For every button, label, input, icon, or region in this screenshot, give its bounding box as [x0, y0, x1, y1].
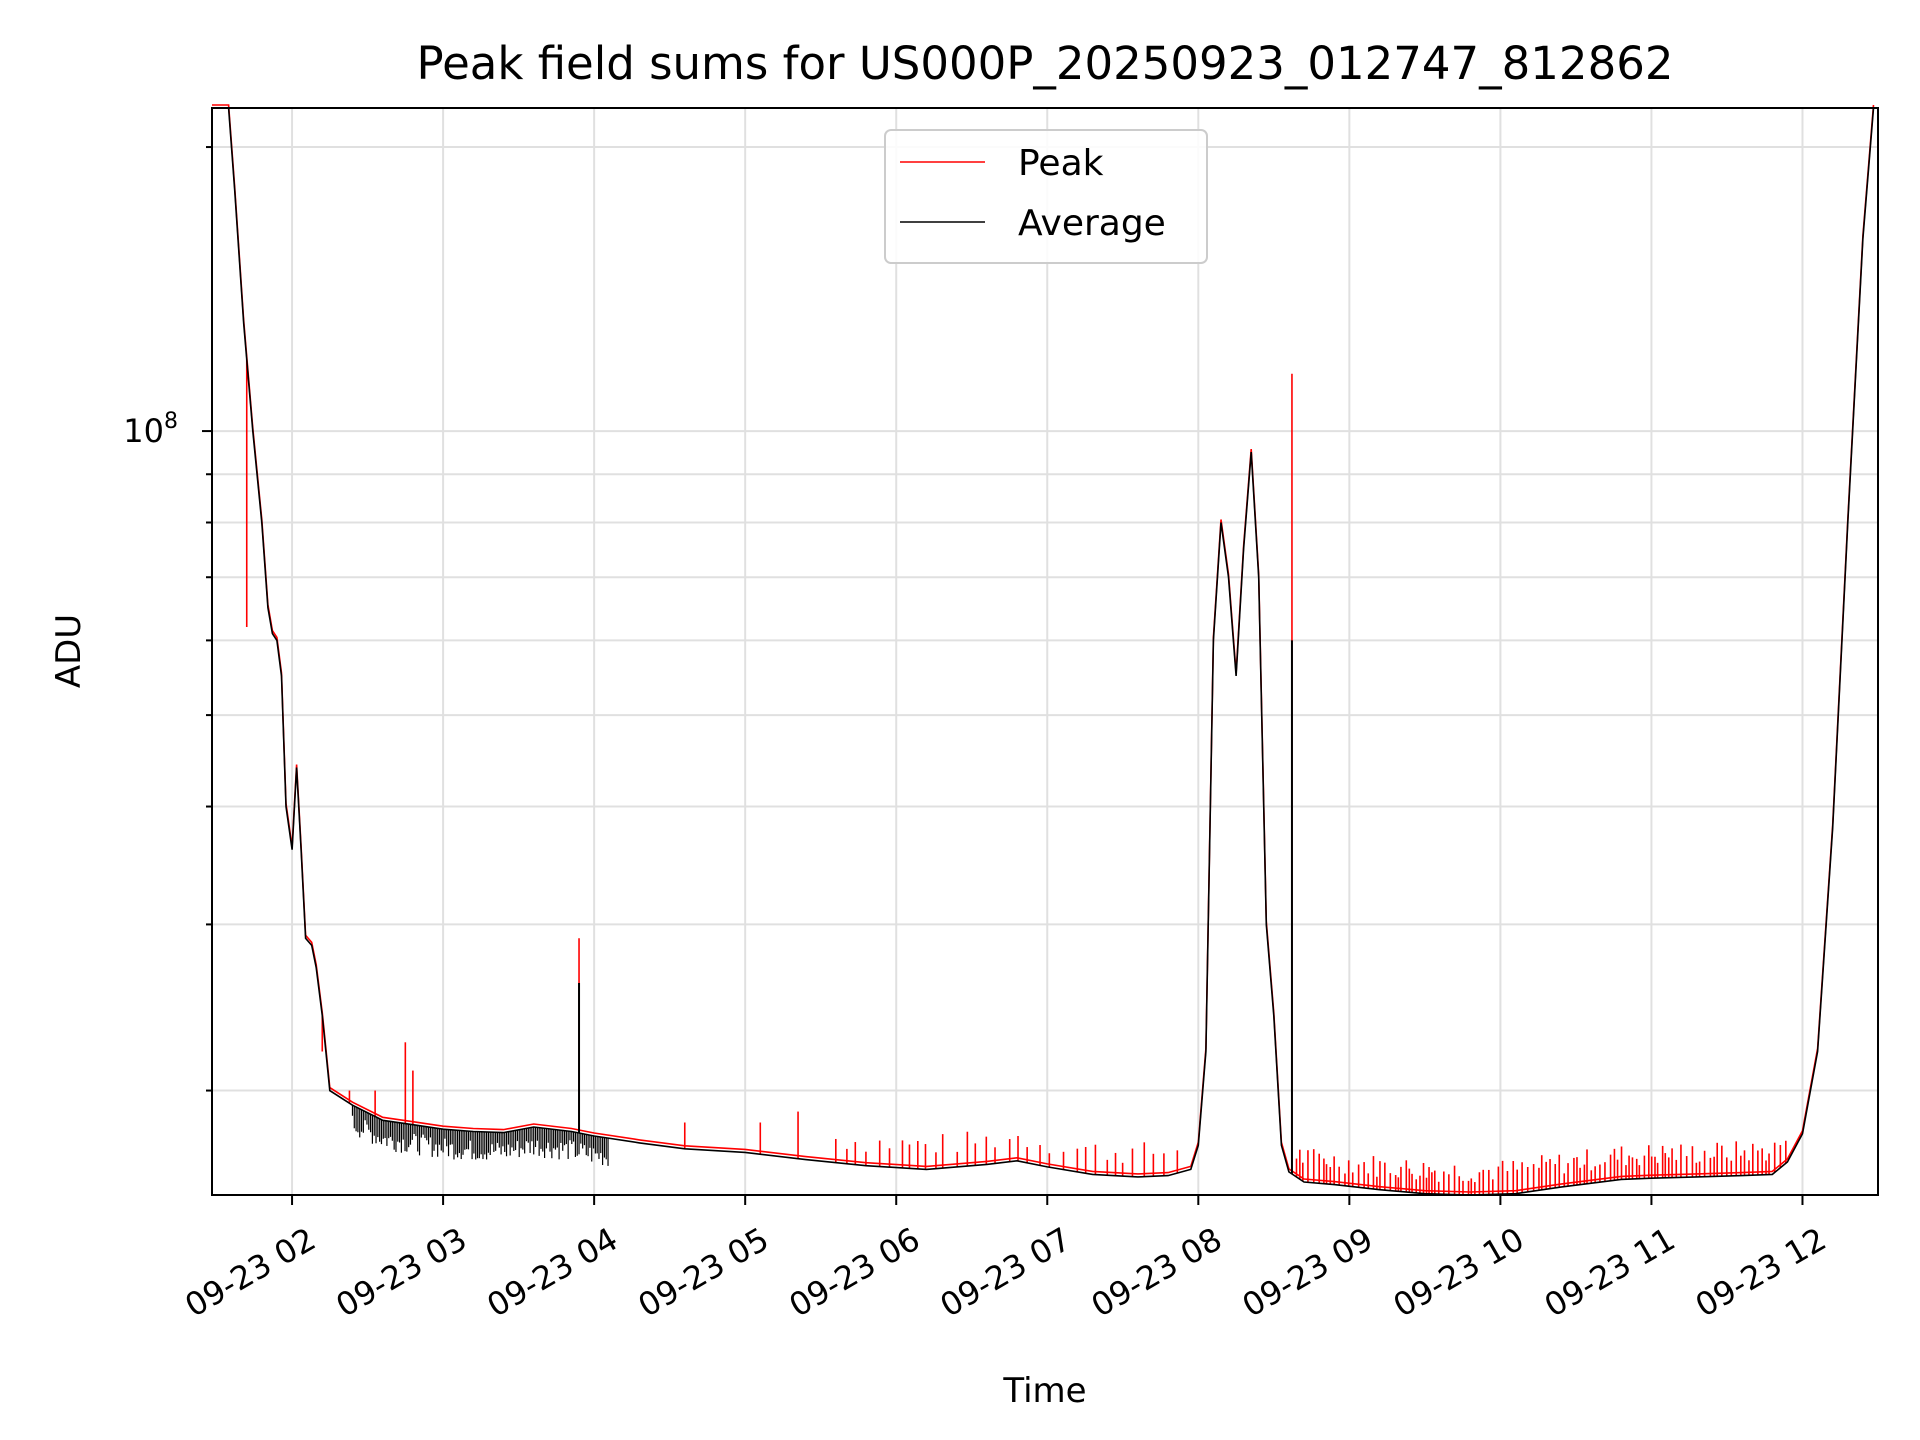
x-tick-label: 09-23 03 [329, 1220, 473, 1325]
x-tick-label: 09-23 07 [934, 1220, 1078, 1325]
legend-label-average: Average [1018, 203, 1166, 244]
series-line-peak [212, 104, 1875, 1193]
y-tick-label: 108 [123, 409, 178, 450]
x-tick-label: 09-23 12 [1689, 1220, 1833, 1325]
x-tick-label: 09-23 10 [1387, 1220, 1531, 1325]
series-line-average [212, 107, 1875, 1196]
y-axis-label: ADU [49, 614, 89, 688]
legend: Peak Average [884, 129, 1208, 264]
x-tick-label: 09-23 06 [783, 1220, 927, 1325]
plot-frame [211, 107, 1879, 1196]
x-tick-label: 09-23 09 [1236, 1220, 1380, 1325]
legend-box [884, 129, 1208, 264]
chart-title: Peak field sums for US000P_20250923_0127… [417, 37, 1674, 90]
grid-lines [212, 108, 1878, 1195]
legend-label-peak: Peak [1018, 143, 1104, 184]
y-axis: 108 [123, 146, 212, 1092]
x-axis: 09-23 02 09-23 03 09-23 04 09-23 05 09-23 06… [178, 1195, 1832, 1325]
data-lines [212, 104, 1875, 1196]
x-tick-label: 09-23 11 [1538, 1220, 1682, 1325]
x-tick-label: 09-23 08 [1085, 1220, 1229, 1325]
x-tick-label: 09-23 04 [481, 1220, 625, 1325]
x-axis-label: Time [1002, 1371, 1086, 1411]
x-tick-label: 09-23 02 [178, 1220, 322, 1325]
x-tick-label: 09-23 05 [632, 1220, 776, 1325]
